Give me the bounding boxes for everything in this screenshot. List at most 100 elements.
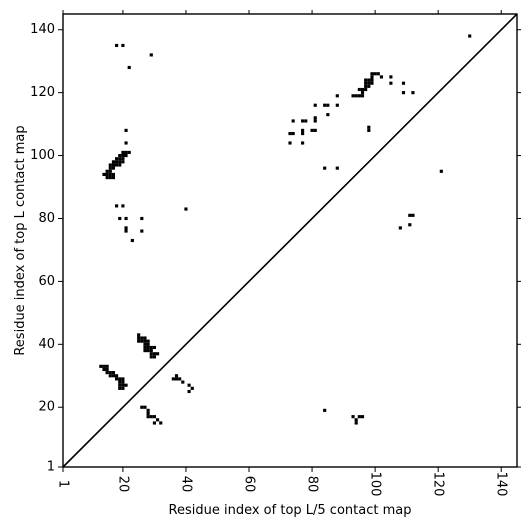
contact-cell-lower [351,415,355,419]
contact-cell-lower [174,377,179,381]
contact-cell-upper [411,91,415,95]
contact-cell-upper [354,94,358,98]
contact-cell-upper [105,176,109,180]
contact-cell-lower [111,371,116,375]
contact-cell-upper [357,94,361,98]
contact-cell-upper [401,81,406,85]
contact-cell-upper [364,87,368,92]
contact-cell-upper [379,75,383,79]
contact-cell-upper [121,157,125,161]
contact-cell-lower [143,349,147,353]
contact-cell-upper [360,87,365,92]
contact-cell-upper [323,103,327,107]
contact-cell-lower [118,380,122,384]
contact-cell-upper [367,84,371,88]
contact-cell-lower [357,415,361,419]
contact-cell-lower [146,339,150,343]
x-tick-label: 1 [56,480,71,488]
contact-cell-upper [108,163,112,167]
x-axis-ticks: 1 20 40 60 80 100 120 140 [56,10,509,496]
contact-cell-upper [111,160,116,164]
contact-cell-upper [291,131,295,136]
contact-cell-upper [118,157,122,161]
diagonal-line [62,13,518,468]
contact-cell-upper [364,81,368,85]
contact-cell-lower [105,371,109,375]
contact-cell-upper [124,226,128,230]
contact-cell-upper [124,229,128,233]
contact-cell-lower [152,345,156,350]
contact-cell-upper [301,141,305,145]
contact-cell-upper [102,172,106,177]
contact-cell-lower [121,383,125,387]
contact-marks [99,34,472,425]
contact-cell-upper [124,141,128,145]
contact-cell-lower [149,355,153,359]
contact-cell-upper [364,78,368,82]
contact-cell-upper [351,94,355,98]
contact-cell-lower [146,342,150,346]
contact-cell-upper [310,128,314,132]
contact-cell-upper [398,226,402,230]
contact-cell-upper [124,150,128,154]
y-tick-label: 120 [30,85,55,100]
contact-cell-lower [124,383,128,387]
contact-cell-lower [187,389,191,394]
contact-cell-upper [326,113,330,117]
contact-cell-upper [335,103,339,107]
x-tick-label: 120 [431,472,446,497]
contact-cell-lower [152,352,156,356]
x-tick-label: 60 [242,476,257,493]
contact-cell-upper [313,116,317,120]
y-tick-label: 60 [38,274,55,289]
contact-cell-upper [313,103,317,107]
x-tick-label: 40 [178,476,193,493]
x-tick-label: 20 [115,476,130,493]
contact-cell-lower [149,415,153,419]
contact-cell-lower [152,421,156,425]
contact-cell-upper [127,150,131,154]
contact-cell-upper [389,81,393,85]
contact-cell-lower [149,349,153,353]
contact-cell-lower [174,374,179,378]
contact-cell-upper [118,153,122,158]
contact-cell-upper [121,204,125,208]
contact-cell-upper [468,34,472,38]
contact-cell-upper [121,43,125,48]
contact-cell-upper [127,65,131,70]
y-axis-label: Residue index of top L contact map [13,125,28,355]
y-tick-label: 20 [38,400,55,415]
contact-cell-upper [367,125,371,129]
contact-cell-upper [115,160,119,164]
x-tick-label: 100 [368,472,383,497]
contact-cell-lower [149,345,153,350]
y-tick-label: 100 [30,148,55,163]
contact-cell-upper [335,94,339,98]
contact-cell-upper [115,157,119,161]
contact-cell-lower [143,339,147,343]
contact-cell-upper [105,169,109,173]
contact-cell-upper [401,91,406,95]
contact-cell-upper [115,43,119,48]
y-tick-label: 140 [30,22,55,37]
contact-cell-upper [304,119,308,123]
contact-cell-lower [143,336,147,340]
contact-cell-upper [357,87,361,92]
contact-cell-lower [143,405,147,409]
contact-cell-lower [137,333,141,337]
contact-cell-upper [367,81,371,85]
contact-cell-lower [143,342,147,346]
contact-cell-lower [121,377,125,381]
contact-cell-lower [146,345,150,350]
contact-cell-upper [118,216,122,221]
contact-cell-upper [411,213,415,217]
contact-cell-upper [288,131,292,136]
contact-cell-upper [313,128,317,132]
contact-cell-upper [370,75,374,79]
contact-cell-upper [184,207,188,211]
contact-cell-upper [121,150,125,154]
contact-cell-upper [118,163,122,167]
contact-cell-upper [313,119,317,123]
contact-cell-lower [171,377,175,381]
